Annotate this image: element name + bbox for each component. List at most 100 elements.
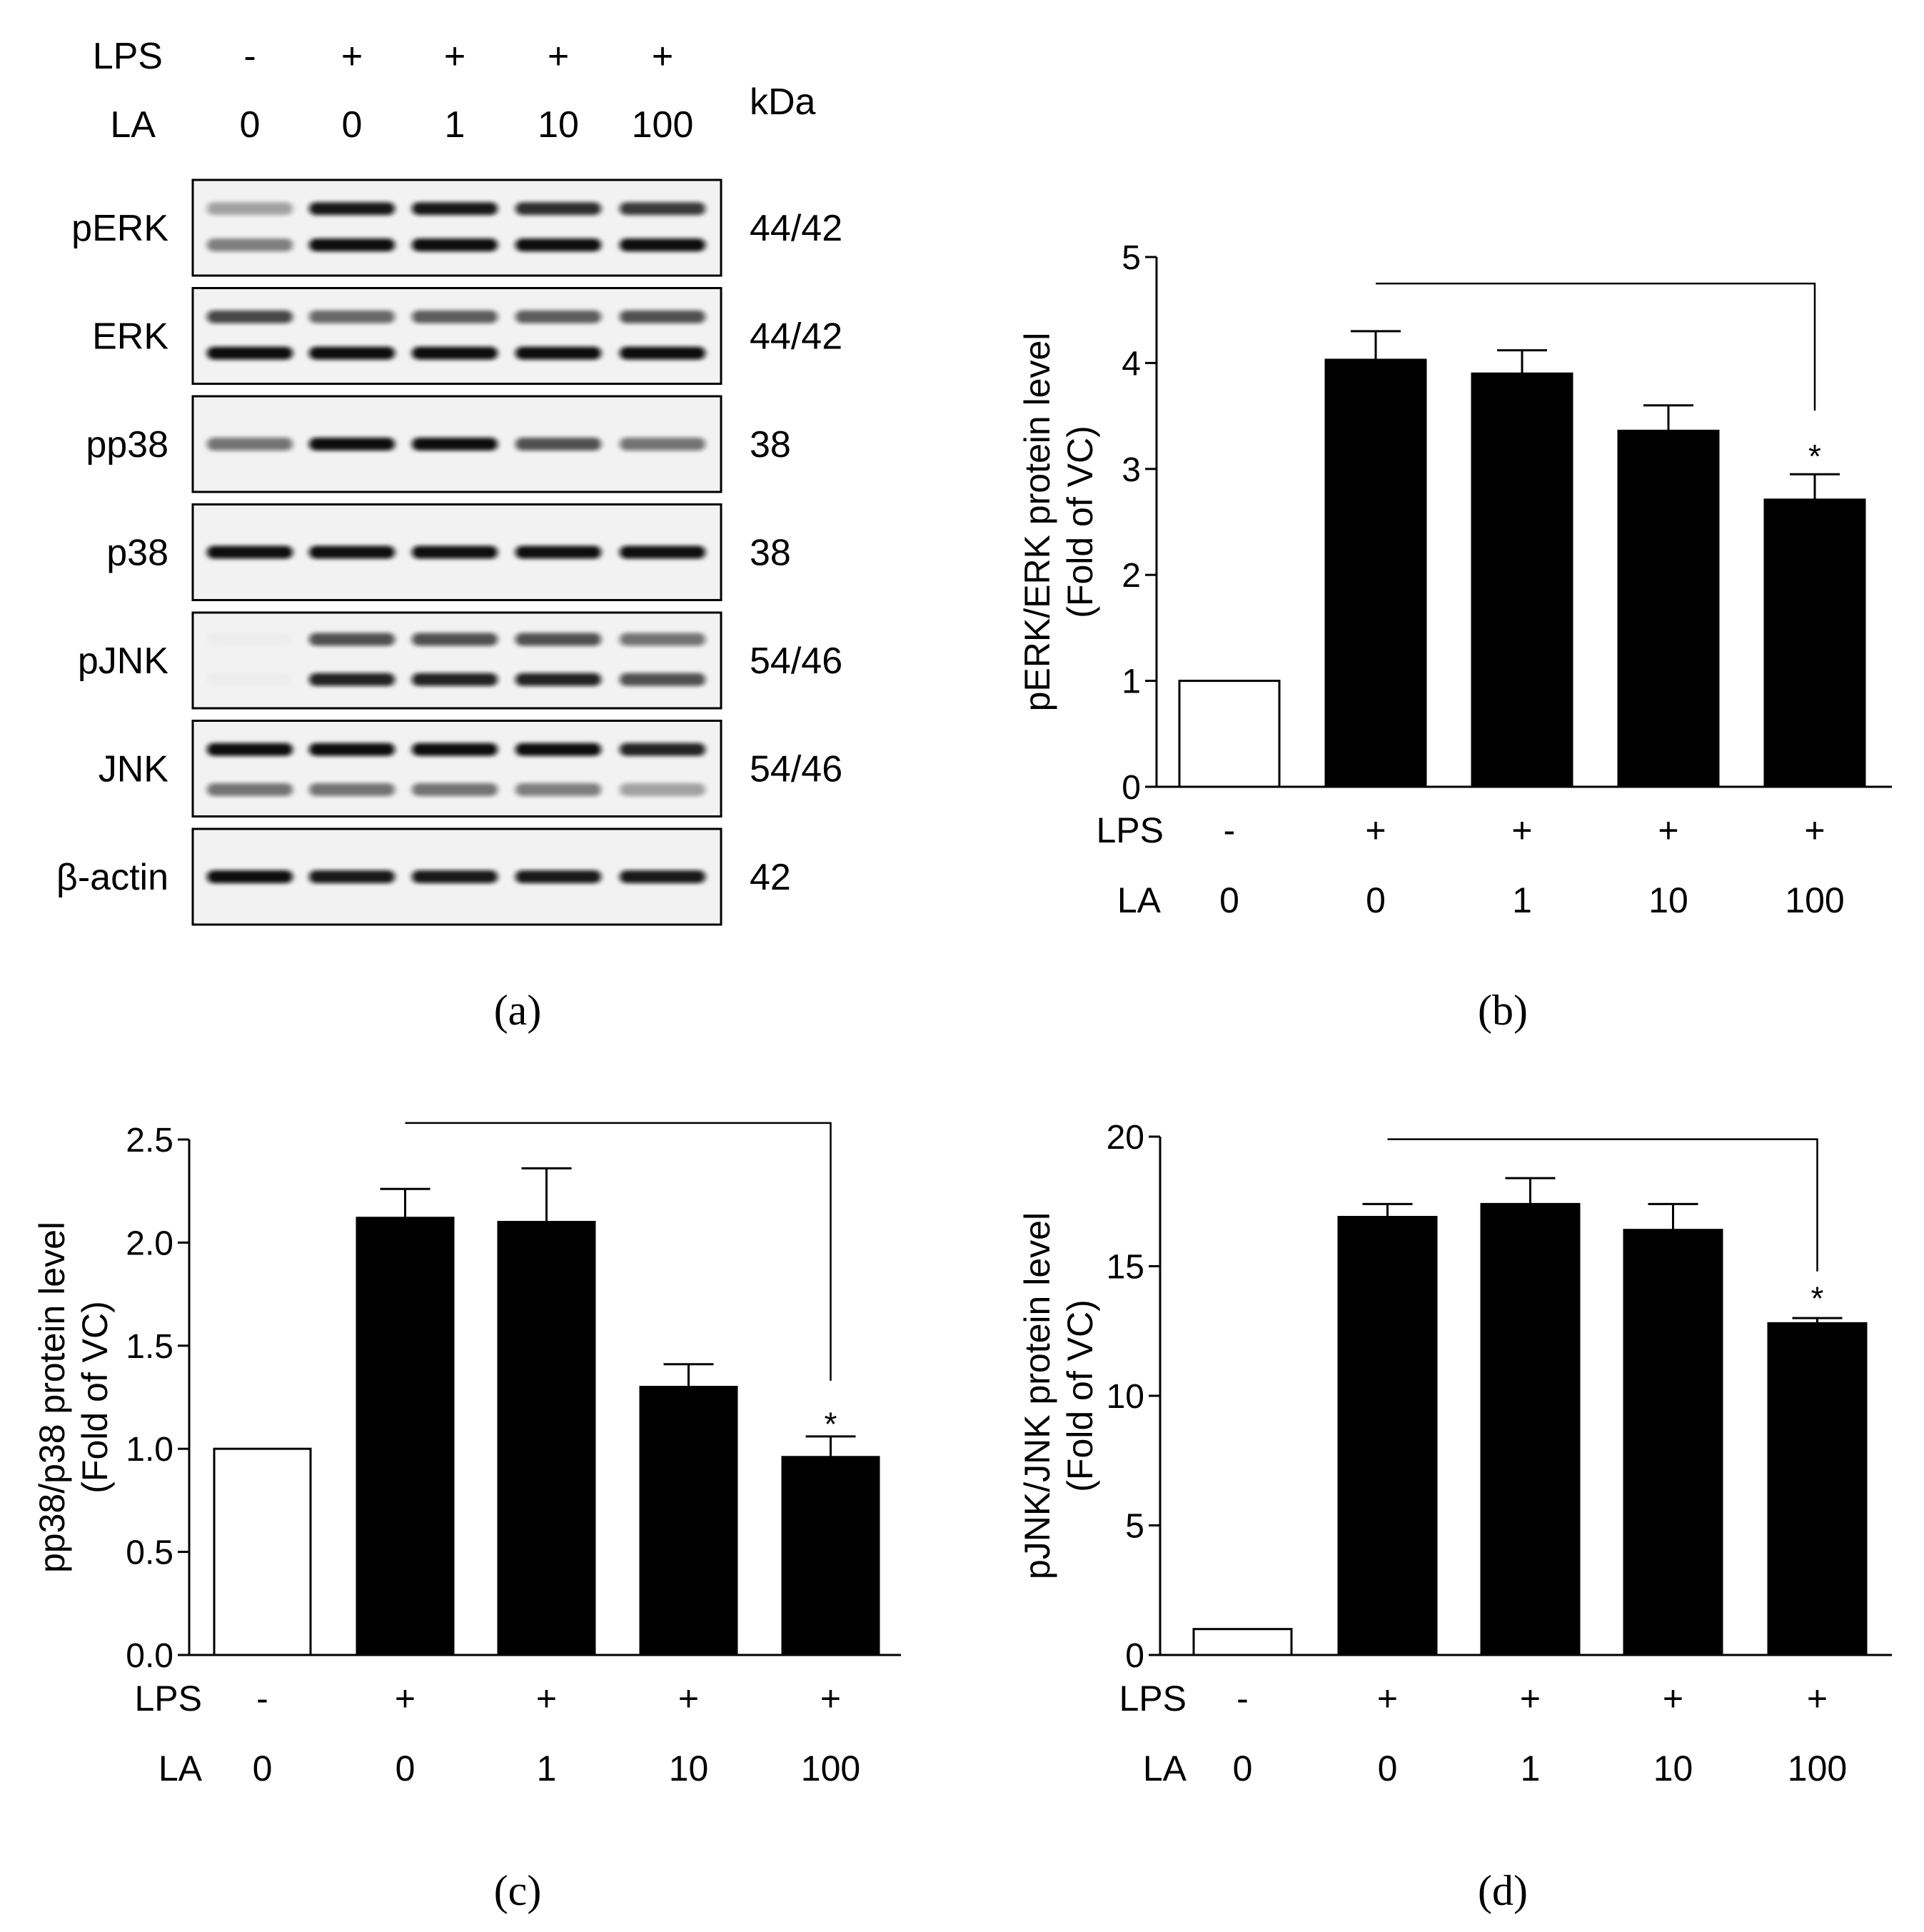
significance-marker: * <box>1808 438 1821 475</box>
blot-band <box>309 783 395 796</box>
y-tick-label: 20 <box>1107 1119 1144 1157</box>
blot-band <box>515 238 601 252</box>
lane-la-label: 1 <box>445 104 465 146</box>
significance-bracket <box>1376 282 1816 411</box>
lane-la-label: 10 <box>538 104 579 146</box>
y-tick-label: 1 <box>1122 663 1141 701</box>
blot-row: ERK 44/42 <box>92 287 842 385</box>
blot-band <box>515 633 601 646</box>
blot-band <box>309 633 395 646</box>
x-lps-label: + <box>1520 1679 1541 1719</box>
x-la-label: 100 <box>1785 880 1844 920</box>
blot-row: JNK 54/46 <box>99 720 842 817</box>
blot-band <box>207 545 293 559</box>
blot-band <box>309 673 395 686</box>
blot-band <box>515 438 601 451</box>
blot-protein-label: p38 <box>106 533 168 574</box>
y-tick-label: 0 <box>1122 769 1141 807</box>
blot-band <box>620 743 705 756</box>
blot-kda-label: 42 <box>750 857 791 898</box>
lane-la-label: 0 <box>342 104 363 146</box>
y-tick-label: 1.5 <box>126 1328 173 1366</box>
x-lps-label: + <box>1807 1679 1828 1719</box>
blot-kda-label: 54/46 <box>750 640 842 682</box>
blot-band <box>309 438 395 451</box>
x-lps-label: + <box>1804 810 1825 850</box>
x-la-label: 0 <box>253 1749 273 1788</box>
blot-band <box>309 545 395 559</box>
blot-band <box>207 783 293 796</box>
blot-band <box>412 743 498 756</box>
blot-band <box>309 310 395 323</box>
blot-row: pJNK 54/46 <box>78 611 842 710</box>
x-lps-label: + <box>536 1679 557 1719</box>
blot-band <box>207 673 293 686</box>
x-la-label: 10 <box>669 1749 709 1788</box>
y-axis-label-line: pJNK/JNK protein level <box>1017 1212 1057 1579</box>
blot-band <box>620 346 705 360</box>
la-row-header: LA <box>1143 1749 1187 1788</box>
x-lps-label: + <box>395 1679 415 1719</box>
blot-protein-label: pERK <box>71 208 168 249</box>
blot-band <box>309 202 395 216</box>
y-tick-label: 0 <box>1125 1637 1144 1675</box>
blot-kda-label: 44/42 <box>750 208 842 249</box>
bar <box>1178 680 1281 788</box>
blot-membrane <box>191 287 722 385</box>
panel-label-a: (a) <box>494 987 542 1034</box>
bar-chart: 0.0 0.5 1.0 1.5 2.0 2.5 pp38/p38 protein level… <box>32 1122 901 1914</box>
x-lps-label: + <box>820 1679 841 1719</box>
x-lps-label: - <box>256 1679 268 1719</box>
la-row-header: LA <box>1117 880 1162 920</box>
blot-band <box>515 870 601 883</box>
blot-band <box>620 783 705 796</box>
lane-la-label: 0 <box>240 104 261 146</box>
x-la-label: 10 <box>1648 880 1688 920</box>
blot-band <box>620 438 705 451</box>
x-lps-label: + <box>678 1679 699 1719</box>
blot-membrane <box>191 178 722 277</box>
blot-band <box>207 870 293 883</box>
la-row-header: LA <box>110 104 156 146</box>
significance-marker: * <box>1811 1279 1824 1317</box>
lps-row-header: LPS <box>1119 1679 1187 1719</box>
blot-band <box>620 870 705 883</box>
lane-lps-label: - <box>243 36 256 77</box>
blot-band <box>515 346 601 360</box>
bar <box>639 1386 738 1656</box>
y-tick-label: 2.5 <box>126 1122 173 1159</box>
blot-protein-label: pJNK <box>78 640 168 682</box>
x-lps-label: + <box>1663 1679 1683 1719</box>
blot-band <box>207 633 293 646</box>
blot-membrane <box>191 720 722 817</box>
y-tick-label: 4 <box>1122 345 1141 383</box>
y-axis-label: pJNK/JNK protein level(Fold of VC) <box>1017 1212 1100 1579</box>
y-axis-label-line: pERK/ERK protein level <box>1017 333 1057 712</box>
bar <box>1480 1202 1581 1656</box>
la-row-header: LA <box>158 1749 203 1788</box>
blot-band <box>620 633 705 646</box>
x-la-label: 100 <box>801 1749 860 1788</box>
bar <box>1192 1628 1293 1656</box>
blot-band <box>515 310 601 323</box>
blot-band <box>412 346 498 360</box>
blot-kda-label: 38 <box>750 533 791 574</box>
y-tick-label: 0.5 <box>126 1534 173 1572</box>
panel-label: (d) <box>1478 1867 1528 1914</box>
y-axis-label-line: (Fold of VC) <box>1060 1299 1100 1492</box>
blot-protein-label: ERK <box>92 316 168 358</box>
blot-band <box>412 783 498 796</box>
y-axis-label: pp38/p38 protein level(Fold of VC) <box>32 1222 115 1573</box>
blot-band <box>620 673 705 686</box>
x-lps-label: + <box>1377 1679 1398 1719</box>
blot-band <box>309 743 395 756</box>
blot-band <box>412 202 498 216</box>
blot-band <box>620 310 705 323</box>
x-lps-label: + <box>1511 810 1532 850</box>
significance-bracket <box>405 1122 832 1381</box>
x-la-label: 100 <box>1788 1749 1847 1788</box>
blot-band <box>515 545 601 559</box>
blot-kda-label: 44/42 <box>750 316 842 358</box>
lane-lps-label: + <box>548 36 569 77</box>
